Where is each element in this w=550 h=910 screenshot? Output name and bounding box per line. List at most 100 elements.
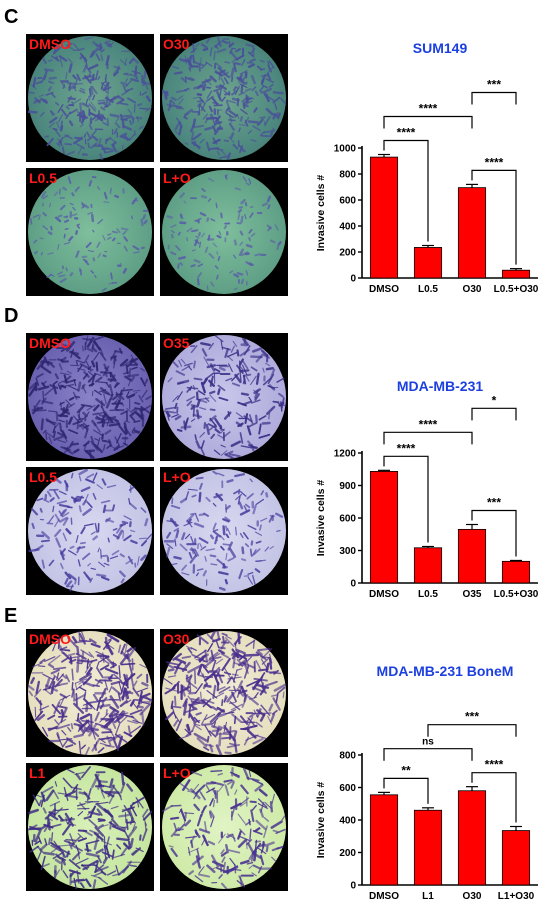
cell-mark	[120, 662, 136, 666]
cell-mark	[194, 683, 203, 694]
cell-mark	[109, 706, 120, 714]
cell-mark	[61, 343, 68, 347]
cell-mark	[228, 453, 241, 458]
cell-mark	[96, 437, 101, 449]
cell-mark	[95, 848, 104, 854]
cell-mark	[88, 180, 93, 187]
cell-mark	[88, 818, 98, 828]
cell-mark	[60, 344, 71, 353]
cell-mark	[84, 746, 90, 755]
significance-label: ****	[397, 126, 416, 140]
cell-mark	[197, 110, 200, 116]
cell-mark	[115, 865, 120, 876]
cell-mark	[205, 784, 210, 792]
cell-mark	[124, 134, 129, 142]
cell-mark	[48, 410, 58, 413]
cell-mark	[193, 360, 196, 369]
cell-mark	[78, 47, 85, 51]
cell-mark	[57, 114, 64, 123]
cell-mark	[126, 646, 137, 660]
cell-mark	[119, 132, 128, 138]
cell-mark	[100, 500, 111, 504]
cell-mark	[61, 512, 70, 518]
cell-mark	[186, 237, 188, 242]
cell-mark	[238, 123, 249, 127]
cell-mark	[63, 215, 69, 218]
cell-mark	[139, 107, 150, 110]
cell-mark	[56, 723, 71, 730]
cell-mark	[178, 125, 183, 136]
cell-mark	[144, 378, 149, 384]
cell-mark	[272, 829, 279, 833]
cell-mark	[190, 131, 195, 141]
cell-mark	[265, 367, 274, 371]
cell-mark	[58, 137, 64, 145]
cell-mark	[77, 367, 86, 371]
cell-mark	[44, 678, 51, 691]
cell-mark	[216, 90, 222, 101]
cell-mark	[92, 730, 96, 740]
cell-mark	[71, 655, 81, 659]
cell-mark	[62, 870, 69, 879]
cell-mark	[278, 686, 286, 694]
y-tick-label: 1000	[334, 144, 357, 155]
cell-mark	[75, 250, 80, 258]
cell-mark	[207, 198, 212, 202]
cell-mark	[247, 524, 257, 531]
cell-mark	[256, 65, 263, 71]
cell-mark	[258, 423, 262, 435]
cell-mark	[106, 484, 117, 488]
cell-mark	[209, 712, 221, 724]
cell-mark	[95, 802, 108, 814]
cell-mark	[53, 674, 60, 680]
cell-mark	[104, 667, 119, 675]
cell-mark	[227, 352, 237, 358]
cell-mark	[248, 414, 254, 425]
cell-mark	[65, 72, 68, 80]
cell-mark	[202, 570, 207, 577]
cell-mark	[58, 844, 71, 847]
cell-mark	[106, 444, 112, 449]
cell-mark	[73, 702, 85, 714]
cell-mark	[137, 103, 143, 107]
cell-mark	[141, 91, 147, 96]
cell-mark	[127, 108, 133, 115]
cell-mark	[29, 845, 39, 853]
cell-mark	[120, 847, 127, 857]
cell-mark	[105, 518, 115, 523]
cell-mark	[72, 206, 76, 211]
cell-mark	[111, 849, 115, 860]
cell-mark	[231, 868, 242, 872]
cell-mark	[173, 71, 183, 75]
cell-mark	[127, 97, 137, 104]
cell-mark	[61, 134, 70, 139]
cell-mark	[66, 738, 77, 745]
cell-mark	[58, 380, 64, 385]
cell-mark	[162, 89, 169, 95]
cell-mark	[268, 703, 274, 712]
cell-mark	[47, 252, 54, 255]
cell-mark	[212, 522, 217, 530]
cell-mark	[104, 679, 109, 691]
cell-mark	[105, 138, 108, 145]
cell-mark	[133, 103, 136, 113]
cell-mark	[232, 340, 238, 347]
cell-mark	[174, 695, 177, 707]
cell-mark	[167, 377, 173, 383]
cell-mark	[239, 801, 247, 807]
cell-mark	[83, 571, 91, 581]
cell-mark	[83, 133, 87, 138]
cell-mark	[77, 559, 81, 567]
micrograph: L+O	[160, 763, 288, 891]
cell-mark	[74, 678, 88, 684]
cell-mark	[82, 75, 92, 80]
cell-mark	[36, 409, 47, 412]
cell-mark	[54, 719, 60, 726]
bar	[413, 247, 443, 279]
cell-mark	[174, 130, 181, 136]
cell-mark	[190, 404, 196, 410]
cell-mark	[88, 103, 97, 112]
cell-mark	[129, 414, 136, 422]
cell-mark	[91, 73, 95, 81]
cell-mark	[179, 192, 185, 199]
